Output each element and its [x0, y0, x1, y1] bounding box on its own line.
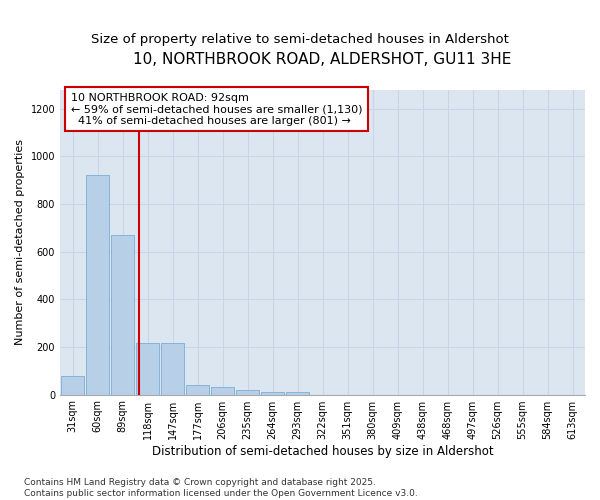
Bar [236, 390, 259, 394]
Bar [261, 392, 284, 394]
Y-axis label: Number of semi-detached properties: Number of semi-detached properties [15, 139, 25, 345]
Bar [161, 344, 184, 394]
Bar [211, 388, 234, 394]
Text: Size of property relative to semi-detached houses in Aldershot: Size of property relative to semi-detach… [91, 32, 509, 46]
Bar [136, 344, 159, 394]
Bar [86, 176, 109, 394]
Bar [111, 235, 134, 394]
Text: Contains HM Land Registry data © Crown copyright and database right 2025.
Contai: Contains HM Land Registry data © Crown c… [24, 478, 418, 498]
Title: 10, NORTHBROOK ROAD, ALDERSHOT, GU11 3HE: 10, NORTHBROOK ROAD, ALDERSHOT, GU11 3HE [133, 52, 512, 68]
Bar [186, 385, 209, 394]
Bar [286, 392, 309, 394]
Text: 10 NORTHBROOK ROAD: 92sqm
← 59% of semi-detached houses are smaller (1,130)
  41: 10 NORTHBROOK ROAD: 92sqm ← 59% of semi-… [71, 92, 362, 126]
Bar [61, 376, 84, 394]
X-axis label: Distribution of semi-detached houses by size in Aldershot: Distribution of semi-detached houses by … [152, 444, 493, 458]
